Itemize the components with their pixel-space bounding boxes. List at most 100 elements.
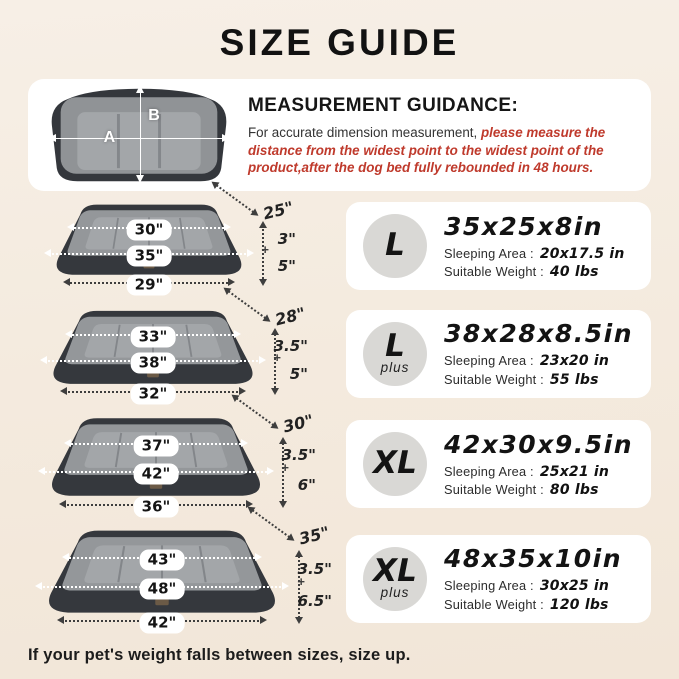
depth-label: 35"	[297, 522, 332, 548]
outer-width-arrow: 48"	[34, 578, 290, 600]
sleeping-area-value: 30x25 in	[539, 578, 610, 595]
bed-area: 37" 42" 36" 30" + 3.5" 6"	[28, 395, 346, 518]
sleeping-area-line: Sleeping Area : 23x20 in	[444, 353, 633, 369]
base-height-label: 5"	[289, 365, 308, 384]
size-code: XL	[373, 445, 417, 482]
bed-illustration: 37" 42" 36" 30" + 3.5" 6"	[38, 395, 316, 518]
sleeping-area-label: Sleeping Area :	[444, 353, 534, 369]
weight-value: 80 lbs	[549, 482, 599, 499]
size-specs: 35x25x8in Sleeping Area : 20x17.5 in Suit…	[444, 212, 625, 281]
inner-width-label: 33"	[130, 326, 176, 348]
weight-value: 55 lbs	[549, 371, 599, 388]
size-row-l: 30" 35" 29" 25" + 3" 5" L 35x25x8in	[28, 182, 651, 299]
size-code: L	[385, 327, 405, 364]
inner-width-arrow: 37"	[63, 435, 249, 457]
weight-line: Suitable Weight : 80 lbs	[444, 482, 633, 498]
size-badge: XL	[363, 432, 427, 496]
rim-height-label: 3.5"	[297, 559, 332, 578]
height-tick: +	[261, 242, 269, 258]
height-tick: +	[297, 574, 305, 590]
weight-label: Suitable Weight :	[444, 264, 544, 280]
measurement-guidance-card: A B MEASUREMENT GUIDANCE: For accurate d…	[28, 79, 651, 191]
weight-line: Suitable Weight : 40 lbs	[444, 264, 625, 280]
inner-width-label: 43"	[139, 549, 185, 570]
bed-illustration: 33" 38" 32" 28" + 3.5" 5"	[40, 288, 308, 405]
size-specs: 42x30x9.5in Sleeping Area : 25x21 in Suit…	[444, 430, 633, 499]
size-specs: 38x28x8.5in Sleeping Area : 23x20 in Suit…	[444, 319, 633, 388]
sleeping-area-value: 23x20 in	[539, 353, 610, 370]
label-a: A	[103, 129, 116, 147]
weight-label: Suitable Weight :	[444, 482, 544, 498]
size-suffix: plus	[380, 584, 410, 600]
dog-bed-graphic	[51, 418, 261, 496]
weight-value: 40 lbs	[549, 264, 599, 281]
base-width-arrow: 36"	[59, 496, 253, 518]
size-row-xl: 37" 42" 36" 30" + 3.5" 6" XL 42x30x9.	[28, 395, 651, 520]
weight-line: Suitable Weight : 120 lbs	[444, 597, 622, 613]
height-tick: +	[273, 349, 281, 365]
base-width-label: 42"	[139, 612, 185, 634]
sleeping-area-line: Sleeping Area : 20x17.5 in	[444, 246, 625, 262]
weight-label: Suitable Weight :	[444, 596, 544, 612]
size-card-l-plus: L plus 38x28x8.5in Sleeping Area : 23x20 …	[346, 309, 651, 398]
inner-width-arrow: 30"	[66, 219, 231, 241]
base-width-arrow: 42"	[57, 612, 267, 634]
outer-width-label: 35"	[126, 245, 172, 267]
height-arrow	[259, 221, 267, 286]
guidance-body-prefix: For accurate dimension measurement,	[248, 124, 481, 140]
base-width-label: 36"	[133, 496, 179, 518]
outer-width-label: 48"	[139, 578, 185, 600]
inner-width-arrow: 43"	[62, 549, 262, 570]
weight-line: Suitable Weight : 55 lbs	[444, 372, 633, 388]
dimensions-text: 35x25x8in	[444, 211, 604, 241]
size-row-l-plus: 33" 38" 32" 28" + 3.5" 5" L plus 38x28	[28, 288, 651, 408]
sleeping-area-label: Sleeping Area :	[444, 463, 534, 479]
bed-area: 33" 38" 32" 28" + 3.5" 5"	[28, 288, 346, 405]
guidance-body: For accurate dimension measurement, plea…	[248, 124, 652, 177]
rim-height-label: 3.5"	[273, 336, 308, 355]
sleeping-area-value: 25x21 in	[539, 463, 610, 480]
rim-height-label: 3.5"	[281, 446, 316, 465]
inner-width-arrow: 33"	[64, 326, 242, 348]
size-card-l: L 35x25x8in Sleeping Area : 20x17.5 in Su…	[346, 202, 651, 290]
guidance-body-emphasis: please measure the distance from the wid…	[248, 124, 606, 176]
size-suffix: plus	[380, 359, 410, 375]
base-height-label: 6"	[297, 476, 316, 495]
bed-area: 43" 48" 42" 35" + 3.5" 6.5"	[28, 507, 346, 634]
sleeping-area-line: Sleeping Area : 30x25 in	[444, 578, 622, 594]
height-arrow	[279, 437, 287, 509]
label-b: B	[148, 106, 160, 124]
bed-illustration: 43" 48" 42" 35" + 3.5" 6.5"	[34, 507, 332, 634]
size-badge: L plus	[363, 321, 427, 386]
size-code: L	[385, 227, 405, 264]
size-badge: L	[363, 214, 427, 278]
size-badge: XL plus	[363, 546, 427, 611]
height-tick: +	[281, 459, 289, 475]
dimensions-text: 38x28x8.5in	[444, 319, 633, 349]
size-code: XL	[373, 552, 417, 589]
page-title: SIZE GUIDE	[219, 22, 460, 63]
sleeping-area-label: Sleeping Area :	[444, 578, 534, 594]
size-rows: 30" 35" 29" 25" + 3" 5" L 35x25x8in	[28, 182, 651, 637]
dimensions-text: 48x35x10in	[444, 544, 622, 574]
sizing-note: If your pet's weight falls between sizes…	[28, 646, 411, 664]
base-width-label: 29"	[126, 274, 172, 296]
height-arrow	[271, 327, 279, 395]
height-arrow	[295, 550, 303, 625]
bed-area: 30" 35" 29" 25" + 3" 5"	[28, 182, 346, 296]
guidance-heading: MEASUREMENT GUIDANCE:	[248, 94, 519, 116]
inner-width-label: 37"	[133, 435, 179, 457]
outer-width-arrow: 38"	[40, 352, 266, 374]
bed-illustration: 30" 35" 29" 25" + 3" 5"	[44, 182, 296, 296]
base-width-arrow: 32"	[60, 383, 246, 405]
base-width-label: 32"	[130, 383, 176, 405]
dimensions-text: 42x30x9.5in	[444, 429, 633, 459]
weight-value: 120 lbs	[549, 596, 609, 613]
outer-width-label: 38"	[130, 352, 176, 374]
top-view-bed-figure: A B	[46, 86, 232, 184]
size-specs: 48x35x10in Sleeping Area : 30x25 in Suita…	[444, 544, 622, 613]
dog-bed-graphic	[53, 310, 253, 384]
size-row-xl-plus: 43" 48" 42" 35" + 3.5" 6.5" XL plus 48	[28, 507, 651, 637]
sleeping-area-value: 20x17.5 in	[539, 245, 625, 262]
